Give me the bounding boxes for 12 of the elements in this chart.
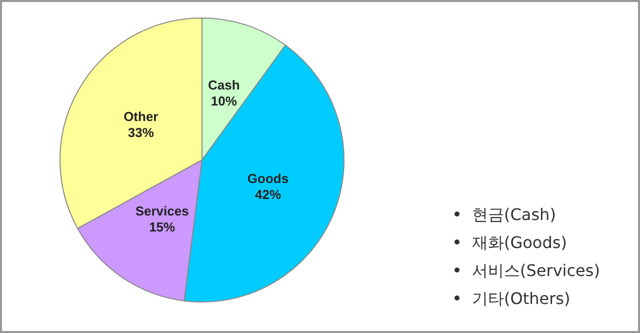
text: 기타(Others) — [472, 289, 570, 308]
slice-label: Other — [124, 108, 158, 124]
text: 서비스(Services) — [472, 261, 600, 280]
text: 재화(Goods) — [472, 233, 567, 252]
text: 현금(Cash) — [472, 205, 556, 224]
slice-label: Goods — [247, 171, 289, 186]
data-label: 33% — [128, 124, 154, 140]
slice-label: Cash — [208, 77, 240, 92]
data-label: 15% — [149, 220, 176, 235]
slice-label: Services — [135, 204, 189, 219]
data-label: 42% — [255, 187, 282, 202]
data-label: 10% — [210, 93, 238, 108]
